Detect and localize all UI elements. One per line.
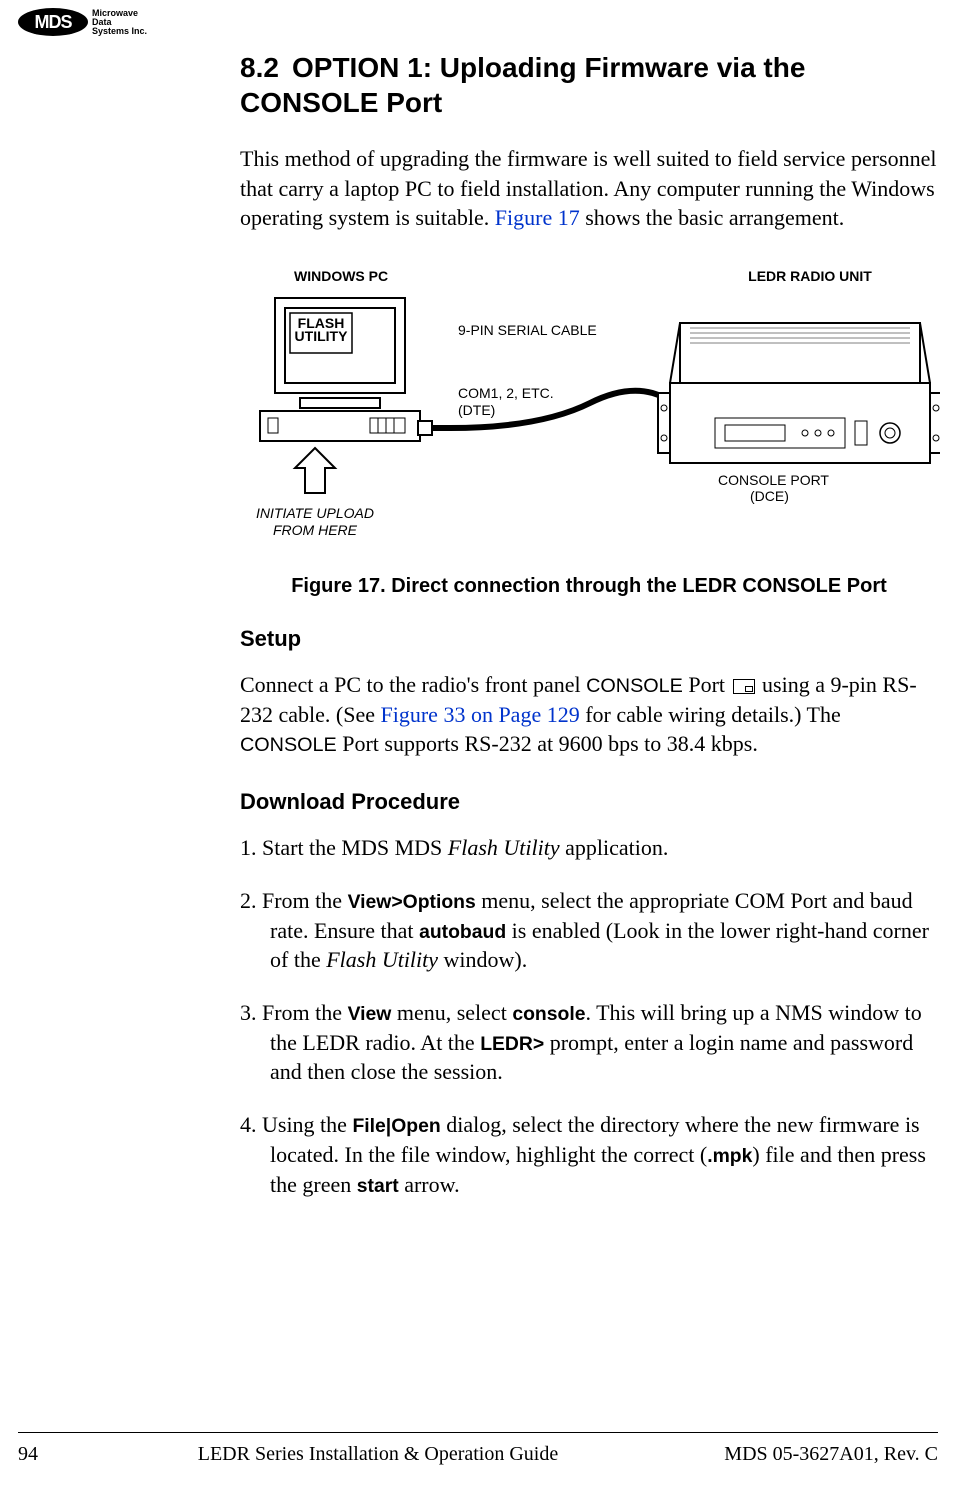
label-console-port: CONSOLE PORT (718, 472, 829, 488)
label-ledr-unit: LEDR RADIO UNIT (748, 268, 872, 284)
page-content: 8.2OPTION 1: Uploading Firmware via the … (240, 50, 938, 1223)
intro-paragraph: This method of upgrading the firmware is… (240, 144, 938, 233)
label-com: COM1, 2, ETC. (458, 385, 554, 401)
initiate-arrow-icon (295, 448, 335, 493)
label-dce: (DCE) (750, 488, 789, 504)
label-initiate-2: FROM HERE (273, 522, 358, 538)
section-heading: 8.2OPTION 1: Uploading Firmware via the … (240, 50, 938, 120)
footer-revision: MDS 05-3627A01, Rev. C (678, 1443, 938, 1466)
logo-text: Microwave Data Systems Inc. (92, 9, 147, 36)
download-heading: Download Procedure (240, 789, 938, 815)
label-cable: 9-PIN SERIAL CABLE (458, 322, 597, 338)
logo-mark: MDS (18, 8, 88, 36)
figure-17: WINDOWS PC LEDR RADIO UNIT FLASH UTILITY (240, 263, 938, 598)
section-title-text: OPTION 1: Uploading Firmware via the CON… (240, 52, 805, 118)
pc-monitor-icon: FLASH UTILITY (260, 298, 420, 441)
page-header: MDS Microwave Data Systems Inc. (18, 8, 147, 36)
figure-caption: Figure 17. Direct connection through the… (240, 575, 938, 598)
footer-title: LEDR Series Installation & Operation Gui… (78, 1443, 678, 1466)
label-initiate-1: INITIATE UPLOAD (256, 505, 374, 521)
label-windows-pc: WINDOWS PC (294, 268, 388, 284)
svg-text:UTILITY: UTILITY (295, 328, 349, 344)
console-port-icon (733, 679, 755, 694)
step-2: From the View>Options menu, select the a… (240, 886, 938, 974)
ledr-radio-icon (658, 323, 940, 463)
page-footer: 94 LEDR Series Installation & Operation … (18, 1432, 938, 1466)
mds-logo: MDS Microwave Data Systems Inc. (18, 8, 147, 36)
figure-ref-link[interactable]: Figure 17 (495, 205, 580, 230)
figure-33-link[interactable]: Figure 33 on Page 129 (381, 702, 580, 727)
figure-diagram: WINDOWS PC LEDR RADIO UNIT FLASH UTILITY (240, 263, 940, 563)
page-number: 94 (18, 1443, 78, 1466)
procedure-list: Start the MDS MDS Flash Utility applicat… (240, 833, 938, 1199)
step-3: From the View menu, select console. This… (240, 998, 938, 1086)
label-dte: (DTE) (458, 402, 495, 418)
step-1: Start the MDS MDS Flash Utility applicat… (240, 833, 938, 862)
step-4: Using the File|Open dialog, select the d… (240, 1110, 938, 1199)
section-number: 8.2 (240, 50, 292, 85)
setup-paragraph: Connect a PC to the radio's front panel … (240, 670, 938, 759)
setup-heading: Setup (240, 626, 938, 652)
